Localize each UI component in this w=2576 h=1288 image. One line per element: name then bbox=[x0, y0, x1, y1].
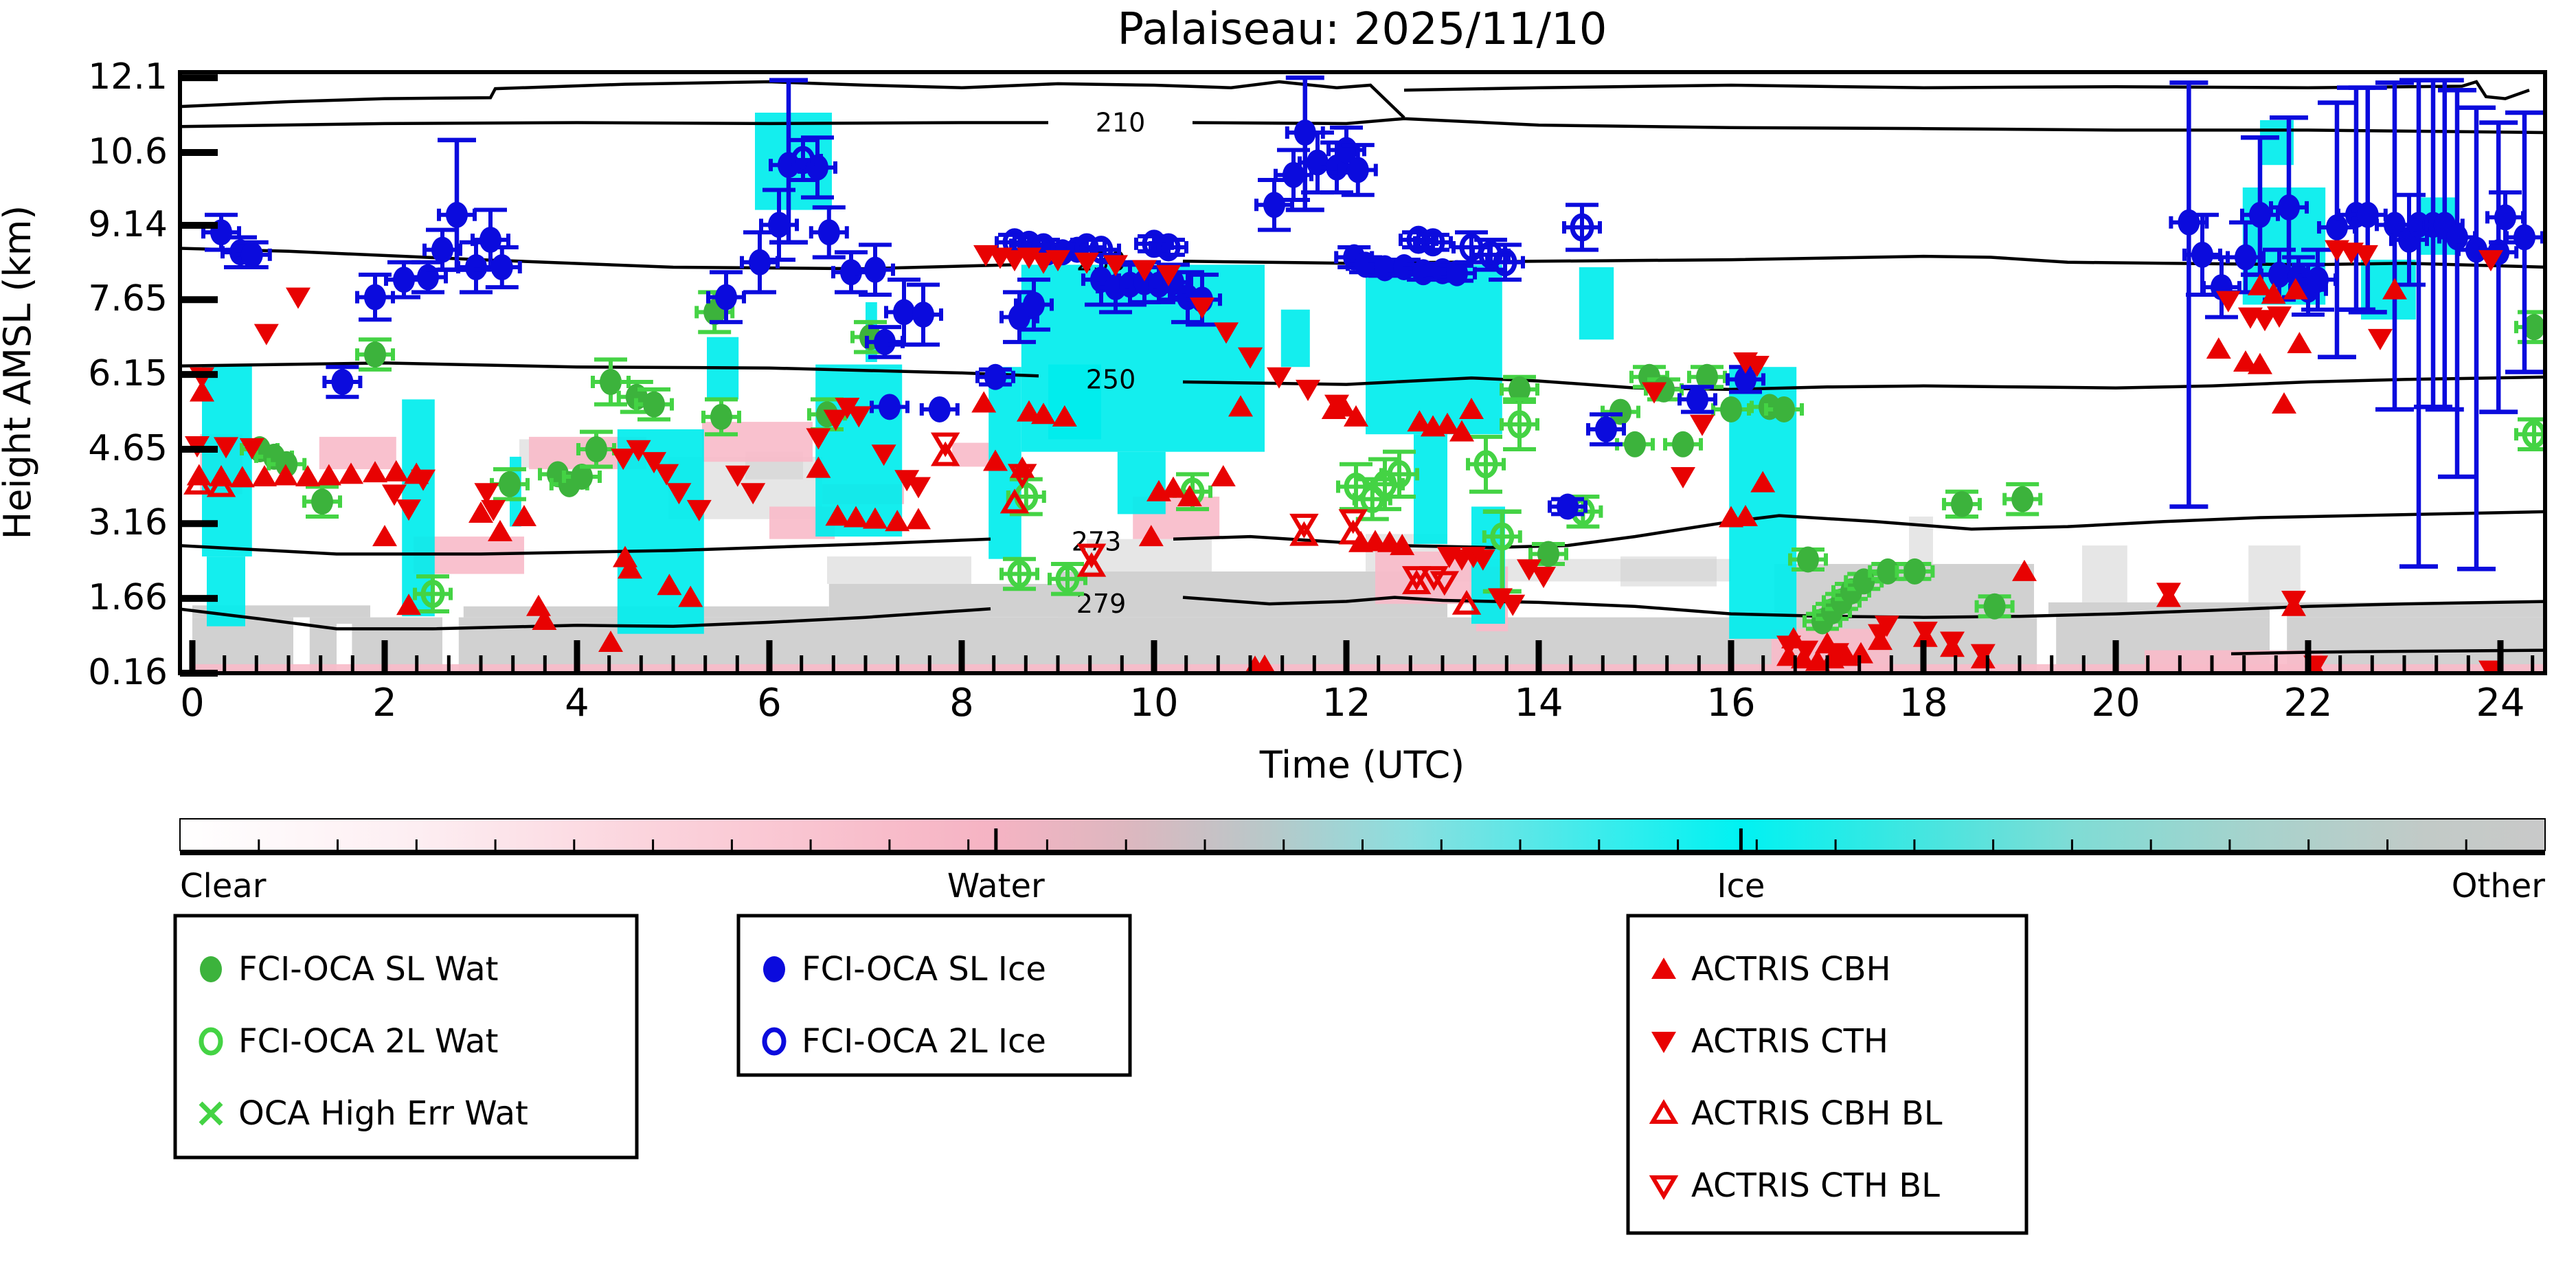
y-tick-label: 10.6 bbox=[88, 131, 168, 172]
x-tick-label: 8 bbox=[949, 681, 974, 725]
y-tick-label: 3.16 bbox=[88, 502, 168, 543]
series-fci-oca-2l-ice bbox=[783, 137, 1602, 282]
x-tick-label: 16 bbox=[1706, 681, 1755, 725]
x-tick-label: 20 bbox=[2091, 681, 2140, 725]
colorbar-label: Ice bbox=[1717, 867, 1765, 905]
x-tick-label: 6 bbox=[757, 681, 782, 725]
red-up-open-icon bbox=[1649, 1099, 1679, 1124]
x-tick-label: 4 bbox=[565, 681, 589, 725]
x-axis-label: Time (UTC) bbox=[1259, 743, 1465, 787]
y-tick-label: 9.14 bbox=[88, 204, 168, 245]
red-down-open-icon bbox=[1649, 1175, 1679, 1200]
green-open-circle-icon bbox=[199, 1027, 223, 1056]
contour-label: 250 bbox=[1086, 364, 1136, 394]
y-tick-label: 6.15 bbox=[88, 353, 168, 394]
green-x-icon bbox=[199, 1101, 223, 1126]
y-tick-label: 0.16 bbox=[88, 652, 168, 693]
legend-box bbox=[173, 914, 639, 1160]
colorbar-label: Water bbox=[947, 867, 1045, 905]
legend-item-label: FCI-OCA 2L Ice bbox=[802, 1022, 1046, 1061]
legend-box bbox=[1626, 914, 2029, 1235]
x-tick-label: 24 bbox=[2476, 681, 2524, 725]
x-tick-label: 0 bbox=[180, 681, 205, 725]
legend: FCI-OCA SL Wat FCI-OCA 2L Wat OCA High Err… bbox=[173, 914, 2029, 1235]
x-tick-label: 10 bbox=[1129, 681, 1178, 725]
series-actris-cth-bl bbox=[930, 432, 1460, 596]
blue-open-circle-icon bbox=[762, 1027, 787, 1056]
blue-filled-circle-icon bbox=[763, 956, 785, 982]
data-series bbox=[183, 75, 2545, 673]
colorbar-label: Other bbox=[2452, 867, 2546, 905]
x-tick-label: 14 bbox=[1514, 681, 1563, 725]
contour-label: 273 bbox=[1072, 526, 1122, 556]
y-axis-label: Height AMSL (km) bbox=[0, 205, 39, 540]
y-tick-label: 1.66 bbox=[88, 577, 168, 618]
series-actris-cth bbox=[185, 240, 2503, 673]
red-up-filled-icon bbox=[1651, 958, 1676, 979]
series-actris-cbh-bl bbox=[183, 441, 1482, 615]
y-ticks: 12.1 10.6 9.14 7.65 6.15 4.65 3.16 1.66 0.16 bbox=[88, 56, 218, 693]
x-tick-label: 22 bbox=[2283, 681, 2332, 725]
background-classification bbox=[192, 113, 2544, 673]
y-tick-label: 7.65 bbox=[88, 278, 168, 319]
contour-label: 210 bbox=[1096, 107, 1146, 137]
x-tick-label: 12 bbox=[1322, 681, 1370, 725]
legend-item-label: ACTRIS CTH BL bbox=[1691, 1166, 1940, 1205]
classification-colorbar: Clear Water Ice Other bbox=[179, 818, 2546, 905]
legend-item-label: ACTRIS CTH bbox=[1691, 1022, 1888, 1061]
chart-title: Palaiseau: 2025/11/10 bbox=[1118, 4, 1607, 55]
series-fci-oca-sl-wat bbox=[240, 290, 2545, 635]
legend-item-label: OCA High Err Wat bbox=[238, 1094, 528, 1133]
temperature-contours bbox=[180, 80, 2545, 655]
legend-item-label: FCI-OCA 2L Wat bbox=[238, 1022, 499, 1061]
legend-item-label: FCI-OCA SL Ice bbox=[802, 950, 1046, 988]
x-ticks: 0 2 4 6 8 10 12 14 16 18 20 22 24 bbox=[180, 640, 2535, 725]
x-tick-label: 18 bbox=[1899, 681, 1947, 725]
green-filled-circle-icon bbox=[200, 956, 222, 982]
legend-item-label: FCI-OCA SL Wat bbox=[238, 950, 498, 988]
y-tick-label: 4.65 bbox=[88, 428, 168, 469]
contour-label: 279 bbox=[1076, 589, 1127, 619]
red-down-filled-icon bbox=[1651, 1032, 1676, 1053]
x-tick-label: 2 bbox=[372, 681, 397, 725]
colorbar-label: Clear bbox=[180, 867, 267, 905]
legend-box bbox=[736, 914, 1132, 1077]
series-fci-oca-sl-ice bbox=[201, 75, 2544, 572]
legend-item-label: ACTRIS CBH BL bbox=[1691, 1094, 1943, 1133]
legend-item-label: ACTRIS CBH bbox=[1691, 950, 1891, 988]
y-tick-label: 12.1 bbox=[88, 56, 168, 98]
